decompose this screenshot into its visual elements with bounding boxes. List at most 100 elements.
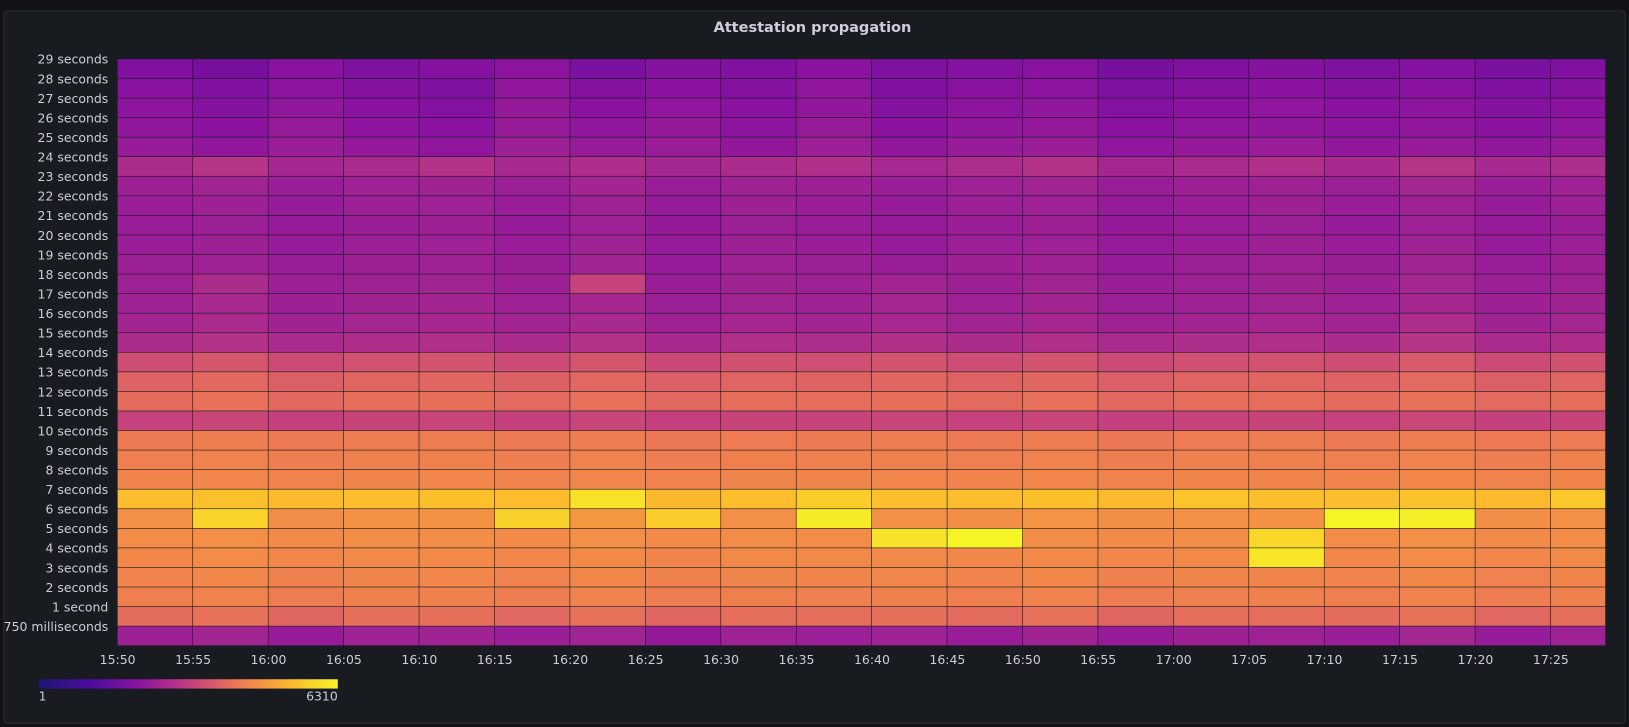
heatmap-cell bbox=[193, 137, 268, 157]
heatmap-cell bbox=[570, 528, 646, 548]
heatmap-cell bbox=[1098, 509, 1174, 529]
heatmap-cell bbox=[947, 156, 1023, 176]
heatmap-cell bbox=[796, 509, 872, 529]
heatmap-cell bbox=[1324, 333, 1400, 352]
y-tick-label: 9 seconds bbox=[45, 443, 108, 458]
heatmap-cell bbox=[1475, 411, 1551, 431]
heatmap-cell bbox=[117, 59, 193, 79]
x-tick-label: 16:45 bbox=[929, 652, 965, 667]
heatmap-cell bbox=[1550, 196, 1606, 216]
heatmap-cell bbox=[947, 469, 1023, 489]
heatmap-cell bbox=[1173, 548, 1249, 568]
heatmap-cell bbox=[947, 196, 1023, 216]
heatmap-cell bbox=[1173, 333, 1249, 352]
heatmap-cell bbox=[1098, 176, 1174, 196]
heatmap-cell bbox=[1475, 196, 1551, 216]
x-tick-label: 17:05 bbox=[1231, 652, 1267, 667]
heatmap-cell bbox=[721, 528, 796, 548]
heatmap-cell bbox=[947, 509, 1023, 529]
x-tick-label: 16:10 bbox=[401, 652, 437, 667]
heatmap-cell bbox=[117, 274, 193, 294]
heatmap-cell bbox=[1399, 235, 1475, 255]
heatmap-cell bbox=[1475, 548, 1551, 568]
heatmap-cell bbox=[343, 606, 419, 626]
heatmap-cell bbox=[1098, 293, 1174, 313]
y-tick-label: 3 seconds bbox=[45, 560, 108, 575]
heatmap-cell bbox=[1249, 391, 1324, 411]
heatmap-cell bbox=[268, 59, 344, 79]
heatmap-cell bbox=[343, 137, 419, 157]
heatmap-cell bbox=[117, 78, 193, 98]
heatmap-cell bbox=[1098, 606, 1174, 626]
heatmap-cell bbox=[1098, 313, 1174, 333]
heatmap-cell bbox=[1550, 411, 1606, 431]
heatmap-cell bbox=[947, 450, 1023, 470]
heatmap-cell bbox=[117, 254, 193, 274]
heatmap-cell bbox=[1550, 587, 1606, 607]
heatmap-cell bbox=[796, 274, 872, 294]
heatmap-cell bbox=[871, 78, 947, 98]
heatmap-cell bbox=[1249, 274, 1324, 294]
heatmap-cell bbox=[268, 333, 344, 352]
heatmap-cell bbox=[117, 293, 193, 313]
heatmap-cell bbox=[947, 313, 1023, 333]
y-tick-label: 28 seconds bbox=[38, 71, 109, 86]
heatmap-cell bbox=[1173, 176, 1249, 196]
heatmap-cell bbox=[343, 489, 419, 509]
heatmap-cell bbox=[871, 606, 947, 626]
heatmap-cell bbox=[117, 567, 193, 587]
heatmap-cell bbox=[1249, 254, 1324, 274]
heatmap-cell bbox=[1249, 548, 1324, 568]
heatmap-cell bbox=[1173, 352, 1249, 372]
heatmap-cell bbox=[1249, 215, 1324, 235]
heatmap-cell bbox=[947, 528, 1023, 548]
heatmap-cell bbox=[570, 391, 646, 411]
heatmap-cell bbox=[268, 215, 344, 235]
heatmap-cell bbox=[871, 587, 947, 607]
heatmap-cell bbox=[1399, 78, 1475, 98]
heatmap-cell bbox=[1173, 313, 1249, 333]
heatmap-cell bbox=[1022, 333, 1098, 352]
heatmap-cell bbox=[1022, 254, 1098, 274]
heatmap-cell bbox=[871, 98, 947, 118]
heatmap-cell bbox=[1173, 469, 1249, 489]
heatmap-cell bbox=[1098, 235, 1174, 255]
heatmap-cell bbox=[1475, 274, 1551, 294]
heatmap-cell bbox=[419, 176, 495, 196]
heatmap-cell bbox=[1550, 176, 1606, 196]
heatmap-cell bbox=[1098, 117, 1174, 137]
heatmap-cell bbox=[1324, 626, 1400, 646]
heatmap-cell bbox=[1173, 156, 1249, 176]
heatmap-cell bbox=[1173, 606, 1249, 626]
heatmap-cell bbox=[268, 411, 344, 431]
heatmap-cell bbox=[645, 78, 721, 98]
heatmap-cell bbox=[193, 215, 268, 235]
heatmap-cell bbox=[721, 98, 796, 118]
heatmap-cell bbox=[721, 469, 796, 489]
heatmap-cell bbox=[570, 567, 646, 587]
heatmap-cell bbox=[419, 489, 495, 509]
heatmap-cell bbox=[796, 391, 872, 411]
heatmap-cells bbox=[117, 59, 1606, 646]
heatmap-cell bbox=[721, 156, 796, 176]
heatmap-cell bbox=[871, 293, 947, 313]
heatmap-cell bbox=[1098, 548, 1174, 568]
heatmap-cell bbox=[1550, 117, 1606, 137]
heatmap-cell bbox=[871, 274, 947, 294]
heatmap-cell bbox=[193, 411, 268, 431]
y-tick-label: 11 seconds bbox=[38, 404, 109, 419]
x-tick-label: 15:50 bbox=[100, 652, 136, 667]
heatmap-cell bbox=[494, 78, 570, 98]
heatmap-cell bbox=[117, 313, 193, 333]
heatmap-cell bbox=[494, 293, 570, 313]
heatmap-cell bbox=[570, 352, 646, 372]
heatmap-cell bbox=[645, 215, 721, 235]
y-tick-label: 23 seconds bbox=[38, 169, 109, 184]
heatmap-cell bbox=[1249, 509, 1324, 529]
heatmap-cell bbox=[1022, 352, 1098, 372]
heatmap-cell bbox=[268, 156, 344, 176]
heatmap-cell bbox=[193, 59, 268, 79]
heatmap-cell bbox=[419, 137, 495, 157]
heatmap-cell bbox=[1022, 78, 1098, 98]
heatmap-cell bbox=[193, 450, 268, 470]
